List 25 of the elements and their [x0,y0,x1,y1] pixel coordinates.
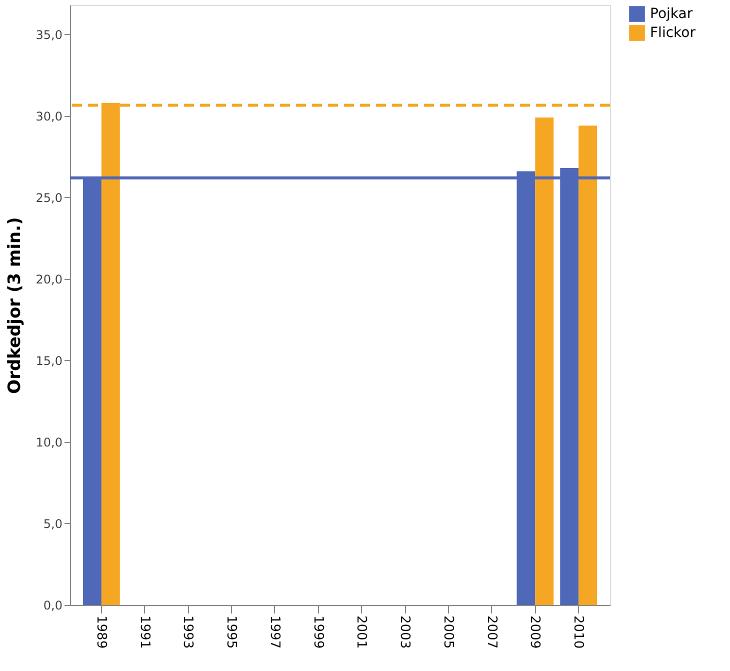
x-tick-label: 1995 [224,616,239,649]
x-tick-label: 1993 [180,616,196,649]
x-tick-label: 2010 [570,616,586,649]
x-tick-label: 1999 [310,616,326,649]
x-tick-label: 2007 [484,616,499,649]
x-tick-label: 2009 [527,616,542,649]
x-tick-label: 1991 [136,616,152,649]
x-tick-label: 2001 [354,616,369,649]
y-tick-label: 0,0 [43,598,62,612]
y-tick-label: 25,0 [36,190,62,205]
x-tick-label: 1989 [93,616,108,649]
bar [535,118,554,605]
x-tick-label: 1997 [266,616,282,649]
y-axis-title: Ordkedjor (3 min.) [4,217,25,394]
y-tick-label: 30,0 [36,109,62,124]
y-tick-label: 35,0 [36,28,62,42]
y-tick-label: 10,0 [36,435,62,450]
legend-label: Flickor [650,25,696,41]
x-tick-label: 2005 [440,616,456,649]
y-tick-label: 20,0 [36,272,62,286]
bar [578,126,597,605]
legend-label: Pojkar [650,6,693,22]
x-tick-label: 2003 [397,616,412,649]
y-tick-label: 5,0 [43,516,62,531]
y-tick-label: 15,0 [36,354,62,368]
